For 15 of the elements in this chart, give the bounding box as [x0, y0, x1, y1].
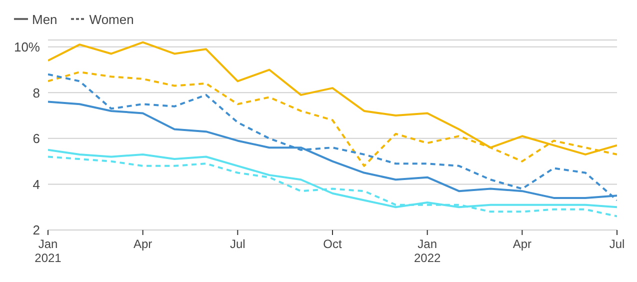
legend-label: Women: [88, 12, 134, 26]
x-tick-label: Jul: [230, 237, 246, 251]
legend-label: Men: [31, 12, 58, 26]
x-tick-label: Apr: [133, 237, 152, 251]
x-tick-label: Apr: [512, 237, 532, 251]
x-tick-label: Jan 2021: [34, 237, 62, 265]
x-tick-label: Jul: [609, 237, 625, 251]
y-tick-label: 10%: [14, 39, 40, 54]
y-tick-label: 2: [32, 222, 40, 238]
y-tick-label: 4: [32, 176, 40, 192]
y-tick-label: 8: [32, 85, 40, 100]
x-tick-label: Jan 2022: [414, 237, 442, 265]
y-tick-label: 6: [32, 131, 40, 146]
x-tick-label: Oct: [323, 237, 342, 251]
line-series: [48, 73, 617, 202]
